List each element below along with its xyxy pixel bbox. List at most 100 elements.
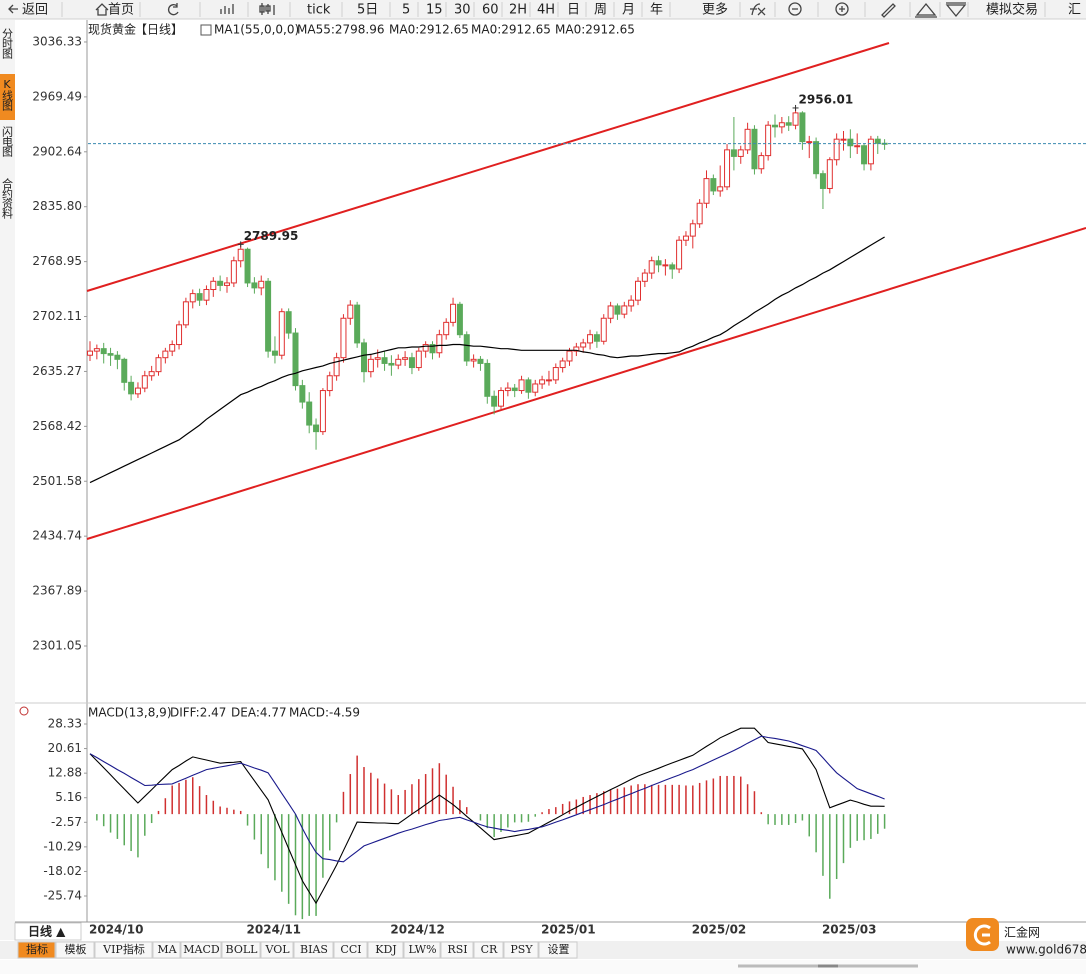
toolbar-button[interactable]: 汇 [1068, 3, 1081, 18]
fx-icon[interactable] [750, 3, 766, 16]
candle-body [744, 128, 751, 151]
macd-bar [445, 774, 447, 815]
tab-label[interactable]: MA [157, 943, 177, 956]
tab[interactable] [367, 941, 404, 959]
toolbar-button[interactable]: 月 [622, 3, 635, 18]
candle-body [491, 395, 498, 407]
tab-label[interactable]: 指标 [26, 942, 48, 956]
candle-body [326, 375, 333, 392]
toolbar-button[interactable]: 首页 [108, 3, 134, 18]
period-box[interactable] [14, 922, 82, 941]
tab-label[interactable]: BOLL [226, 943, 259, 956]
tab[interactable] [152, 941, 181, 959]
panel-title: MACD(13,8,9) [88, 706, 172, 720]
down-icon[interactable] [945, 2, 967, 18]
tab-label[interactable]: BIAS [300, 943, 328, 956]
toolbar-button[interactable]: 年 [650, 3, 663, 18]
bar-icon[interactable] [220, 4, 234, 14]
settings-icon[interactable] [19, 706, 29, 716]
tab[interactable] [221, 941, 261, 959]
toolbar-button[interactable]: 30 [454, 3, 471, 18]
refresh-icon[interactable] [168, 3, 179, 16]
y-tick-label: 2902.64 [32, 144, 82, 158]
side-tab[interactable]: 闪电图 [1, 125, 14, 158]
tab-label[interactable]: CCI [340, 943, 361, 956]
indicator-label: MA1(55,0,0,0) [214, 23, 299, 37]
candle-body [730, 149, 737, 157]
macd-bar [589, 795, 591, 815]
toolbar-button[interactable]: 日 [567, 3, 580, 18]
tab-label[interactable]: MACD [183, 943, 220, 956]
toolbar-button[interactable]: 4H [537, 3, 555, 18]
tab[interactable] [333, 941, 368, 959]
macd-bar [863, 814, 865, 841]
period-selector[interactable]: 日线 ▲ [28, 924, 66, 939]
legend-entry: DEA:4.77 [231, 706, 287, 720]
candle-body [306, 401, 313, 426]
tab[interactable] [180, 941, 222, 959]
tab-label[interactable]: 设置 [548, 943, 570, 956]
tab-label[interactable]: PSY [510, 943, 533, 956]
toolbar-button[interactable]: 5日 [357, 3, 378, 18]
candle-body [422, 344, 429, 352]
toolbar-button[interactable]: tick [307, 3, 331, 18]
candle-body [724, 149, 731, 188]
toolbar-separators [61, 2, 1046, 17]
macd-bar [678, 784, 680, 815]
candle-body [134, 387, 141, 395]
tab[interactable] [473, 941, 504, 959]
macd-bar [452, 786, 454, 815]
tab-label[interactable]: 模板 [65, 942, 87, 956]
tab[interactable] [55, 941, 95, 959]
up-icon[interactable] [915, 2, 937, 18]
toolbar-button[interactable]: 更多 [702, 2, 728, 18]
candle-body [217, 280, 224, 286]
candle-body [237, 248, 244, 262]
tab-label[interactable]: VOL [264, 943, 290, 956]
candle-body [415, 350, 422, 369]
toolbar-button[interactable]: 周 [594, 3, 607, 18]
home-icon[interactable] [95, 3, 109, 16]
candle-body [600, 317, 607, 342]
candle-body [559, 360, 566, 369]
toolbar-button[interactable]: 模拟交易 [986, 2, 1038, 18]
tab-label[interactable]: LW% [408, 943, 436, 956]
tab[interactable] [94, 941, 153, 959]
tab-label[interactable]: CR [481, 943, 498, 956]
tab[interactable] [403, 941, 441, 959]
back-icon[interactable] [8, 4, 18, 14]
candle-body [374, 357, 381, 360]
macd-bar [685, 785, 687, 815]
tab[interactable] [538, 941, 578, 959]
y-tick-label: 2702.11 [32, 309, 82, 323]
toolbar-button[interactable]: 15 [426, 3, 443, 18]
side-tab[interactable]: 分时图 [1, 28, 14, 60]
tab[interactable] [293, 941, 334, 959]
tab[interactable] [503, 941, 539, 959]
tab-label[interactable]: VIP指标 [102, 942, 145, 956]
candle-icon[interactable] [259, 3, 275, 15]
candle-body [224, 282, 230, 286]
tab[interactable] [260, 941, 294, 959]
macd-bar [507, 814, 509, 828]
candle-body [819, 173, 826, 189]
toolbar-button[interactable]: 返回 [22, 3, 48, 18]
toolbar-button[interactable]: 60 [482, 3, 499, 18]
toolbar-button[interactable]: 5 [402, 3, 410, 18]
tab-label[interactable]: KDJ [375, 943, 396, 956]
macd-line [89, 727, 885, 905]
pen-icon[interactable] [881, 3, 896, 18]
toolbar-button[interactable]: 2H [509, 3, 527, 18]
macd-bar [623, 787, 626, 815]
macd-bar [603, 791, 605, 815]
side-tab[interactable]: K线图 [1, 78, 14, 112]
zoom-in-icon[interactable] [835, 2, 849, 16]
side-tab[interactable]: 合约资料 [1, 177, 14, 220]
tab-label[interactable]: RSI [447, 943, 467, 956]
macd-bar [267, 814, 269, 869]
tab[interactable] [440, 941, 474, 959]
y-tick-label: 2501.58 [32, 474, 82, 488]
macd-bar [185, 779, 187, 815]
tab[interactable] [17, 941, 56, 959]
zoom-out-icon[interactable] [788, 2, 802, 16]
